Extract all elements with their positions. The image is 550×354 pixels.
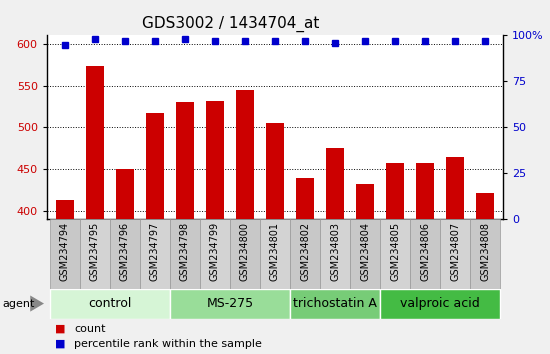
Bar [86, 66, 104, 219]
Bar [410, 219, 440, 289]
Text: GSM234808: GSM234808 [480, 222, 490, 281]
Bar [50, 219, 80, 289]
Bar [140, 219, 170, 289]
Bar [416, 164, 434, 219]
Bar [446, 157, 464, 219]
Bar [170, 219, 200, 289]
Bar [290, 289, 380, 319]
Bar [470, 219, 500, 289]
Bar [116, 169, 134, 219]
Bar [380, 219, 410, 289]
Text: GSM234797: GSM234797 [150, 222, 160, 281]
Bar [236, 90, 254, 219]
Bar [200, 219, 230, 289]
Bar [110, 219, 140, 289]
Bar [56, 200, 74, 219]
Text: GSM234803: GSM234803 [330, 222, 340, 281]
Text: agent: agent [3, 298, 35, 309]
Text: ■: ■ [55, 324, 65, 333]
Text: count: count [74, 324, 106, 333]
Text: GSM234798: GSM234798 [180, 222, 190, 281]
Bar [320, 219, 350, 289]
Text: percentile rank within the sample: percentile rank within the sample [74, 339, 262, 349]
Text: GSM234806: GSM234806 [420, 222, 430, 281]
Bar [260, 219, 290, 289]
Text: GSM234804: GSM234804 [360, 222, 370, 281]
Bar [476, 193, 494, 219]
Bar [290, 219, 320, 289]
Bar [266, 123, 284, 219]
Bar [386, 162, 404, 219]
Text: GSM234800: GSM234800 [240, 222, 250, 281]
Bar [176, 102, 194, 219]
Text: ■: ■ [55, 339, 65, 349]
Text: GSM234799: GSM234799 [210, 222, 220, 281]
Text: GSM234801: GSM234801 [270, 222, 280, 281]
Bar [206, 101, 224, 219]
Bar [50, 289, 170, 319]
Text: MS-275: MS-275 [206, 297, 254, 310]
Bar [440, 219, 470, 289]
Bar [170, 289, 290, 319]
Bar [146, 113, 164, 219]
Text: GSM234807: GSM234807 [450, 222, 460, 281]
Polygon shape [30, 296, 44, 312]
Text: GSM234805: GSM234805 [390, 222, 400, 281]
Text: control: control [88, 297, 131, 310]
Bar [296, 178, 314, 219]
Text: GDS3002 / 1434704_at: GDS3002 / 1434704_at [142, 16, 320, 32]
Text: GSM234795: GSM234795 [90, 222, 100, 281]
Bar [230, 219, 260, 289]
Text: GSM234794: GSM234794 [60, 222, 70, 281]
Bar [356, 184, 374, 219]
Bar [350, 219, 380, 289]
Bar [380, 289, 500, 319]
Bar [326, 148, 344, 219]
Text: GSM234796: GSM234796 [120, 222, 130, 281]
Bar [80, 219, 110, 289]
Text: valproic acid: valproic acid [400, 297, 480, 310]
Text: trichostatin A: trichostatin A [293, 297, 377, 310]
Text: GSM234802: GSM234802 [300, 222, 310, 281]
